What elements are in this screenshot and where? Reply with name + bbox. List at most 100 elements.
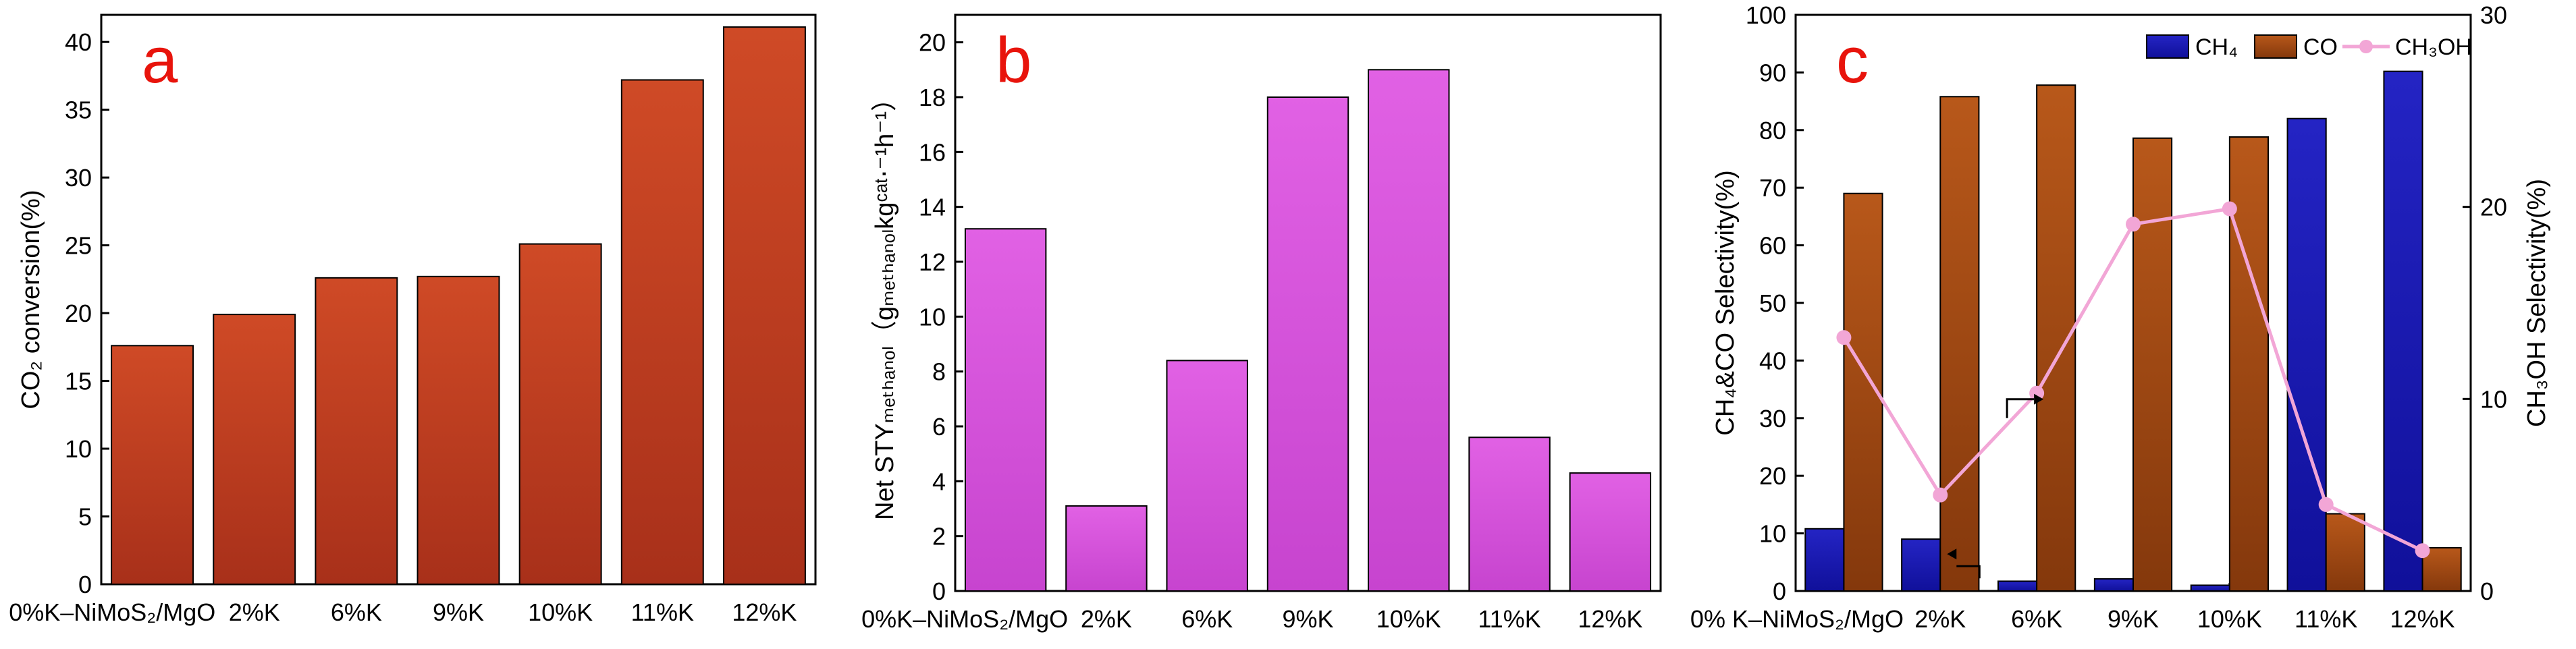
ch3oh-point	[2029, 385, 2045, 401]
x-tick-label: 11%K	[631, 598, 694, 626]
bar-ch4	[2383, 70, 2423, 592]
y-tick-label: 10	[1759, 520, 1786, 548]
x-tick-label: 10%K	[2197, 605, 2262, 633]
legend-label-ch3oh: CH₃OH	[2395, 34, 2472, 60]
x-tick-label: 12%K	[1578, 605, 1642, 633]
x-tick-label: 2%K	[1914, 605, 1966, 633]
y-tick-label: 14	[919, 194, 946, 221]
y-tick-label: 4	[932, 468, 946, 495]
y-tick-label: 20	[1759, 462, 1786, 490]
panel-letter: a	[142, 24, 178, 96]
x-tick-label: 2%K	[1081, 605, 1132, 633]
bar	[1368, 69, 1450, 592]
y-tick-label: 0	[78, 571, 92, 598]
legend-label-ch4: CH₄	[2195, 34, 2238, 60]
x-tick-label: 9%K	[2108, 605, 2159, 633]
y-tick-label: 40	[65, 28, 92, 56]
x-tick-label: 9%K	[1282, 605, 1333, 633]
x-tick-label: 6%K	[2011, 605, 2062, 633]
y-tick-label: 80	[1759, 117, 1786, 144]
ch3oh-point	[1933, 487, 1948, 503]
left-axis-arrow-head	[1947, 548, 1957, 560]
right-axis-arrow	[2006, 398, 2035, 418]
legend-marker-ch3oh	[2359, 40, 2373, 53]
y-tick-label: 60	[1759, 232, 1786, 260]
x-tick-label: 12%K	[2390, 605, 2455, 633]
bar	[315, 277, 398, 585]
bar-ch4	[1997, 580, 2038, 592]
x-tick-label: 12%K	[732, 598, 797, 626]
y-tick-label: 10	[65, 435, 92, 463]
x-tick-label: 0%K–NiMoS₂/MgO	[861, 605, 1068, 633]
y-tick-label: 35	[65, 96, 92, 124]
y-axis-label: CO₂ conversion(%)	[17, 190, 45, 409]
y-tick-label: 20	[65, 300, 92, 327]
y-tick-label: 5	[78, 503, 92, 531]
y-axis-label: CH₄&CO Selectivity(%)	[1711, 170, 1740, 435]
y-right-tick-label: 0	[2480, 577, 2494, 605]
bar	[213, 314, 296, 585]
bar-co	[2132, 137, 2173, 592]
bar	[1065, 505, 1148, 592]
bar	[111, 345, 194, 585]
x-tick-label: 0%K–NiMoS₂/MgO	[9, 598, 215, 626]
y-axis-label: Net STYₘₑₜₕₐₙₒₗ（gₘₑₜₕₐₙₒₗkgᶜᵃᵗ⋅⁻¹h⁻¹）	[871, 86, 899, 520]
bar	[722, 26, 806, 586]
y-tick-label: 0	[1773, 577, 1786, 605]
bar	[1166, 360, 1248, 592]
y-tick-label: 15	[65, 368, 92, 395]
ch3oh-point	[1836, 330, 1852, 345]
y-tick-label: 0	[932, 577, 946, 605]
bar	[417, 275, 500, 585]
y-tick-label: 70	[1759, 174, 1786, 202]
panel-letter: c	[1836, 24, 1869, 96]
y-right-tick-label: 20	[2480, 194, 2507, 221]
bar-ch4	[2093, 578, 2135, 592]
y-tick-label: 40	[1759, 347, 1786, 374]
legend-swatch-co	[2254, 34, 2297, 59]
ch3oh-point	[2222, 201, 2237, 217]
legend-label-co: CO	[2303, 34, 2338, 60]
bar-co	[2325, 513, 2365, 592]
x-tick-label: 0% K–NiMoS₂/MgO	[1690, 605, 1904, 633]
legend: CH₄ CO CH₃OH	[2146, 34, 2472, 60]
y-tick-label: 2	[932, 523, 946, 551]
bar-co	[1939, 96, 1980, 592]
ch3oh-point	[2415, 543, 2430, 559]
panel-letter: b	[996, 24, 1031, 96]
bar-ch4	[1901, 538, 1941, 592]
y-tick-label: 25	[65, 232, 92, 260]
bar	[518, 243, 602, 585]
bar-co	[2421, 546, 2462, 592]
y-tick-label: 50	[1759, 289, 1786, 317]
y-tick-label: 30	[65, 164, 92, 192]
bar	[1266, 96, 1349, 592]
y-tick-label: 6	[932, 413, 946, 441]
chart-panel-b: 0 2 4 6 8 10 12 14 16 18 20 0%K–NiMoS₂/MgO 2%K 6%K 9%K…	[861, 13, 1662, 633]
right-axis-arrow-head	[2034, 393, 2044, 405]
x-tick-label: 10%K	[528, 598, 593, 626]
bar	[1468, 436, 1551, 592]
y-tick-label: 30	[1759, 405, 1786, 432]
bar	[620, 79, 704, 585]
bar	[1569, 472, 1652, 592]
x-tick-label: 10%K	[1376, 605, 1441, 633]
y-right-tick-label: 30	[2480, 1, 2507, 29]
chart-panel-a: 0 5 10 15 20 25 30 35 40 0%K–NiMoS₂/MgO 2%K 6%K 9%K 1…	[9, 13, 817, 626]
x-tick-label: 6%K	[1181, 605, 1233, 633]
bar-ch4	[2190, 584, 2230, 592]
y-tick-label: 10	[919, 303, 946, 331]
y-tick-label: 8	[932, 358, 946, 386]
bar-ch4	[1804, 528, 1845, 592]
x-tick-label: 2%K	[229, 598, 280, 626]
left-axis-arrow	[1956, 565, 1981, 579]
legend-swatch-ch4	[2146, 34, 2189, 59]
bar-ch4	[2286, 117, 2327, 592]
y-tick-label: 18	[919, 84, 946, 111]
y-tick-label: 100	[1746, 1, 1786, 29]
y-right-axis-label: CH₃OH Selectivity(%)	[2523, 179, 2551, 427]
y-tick-label: 16	[919, 138, 946, 166]
bar-co	[2228, 136, 2270, 592]
